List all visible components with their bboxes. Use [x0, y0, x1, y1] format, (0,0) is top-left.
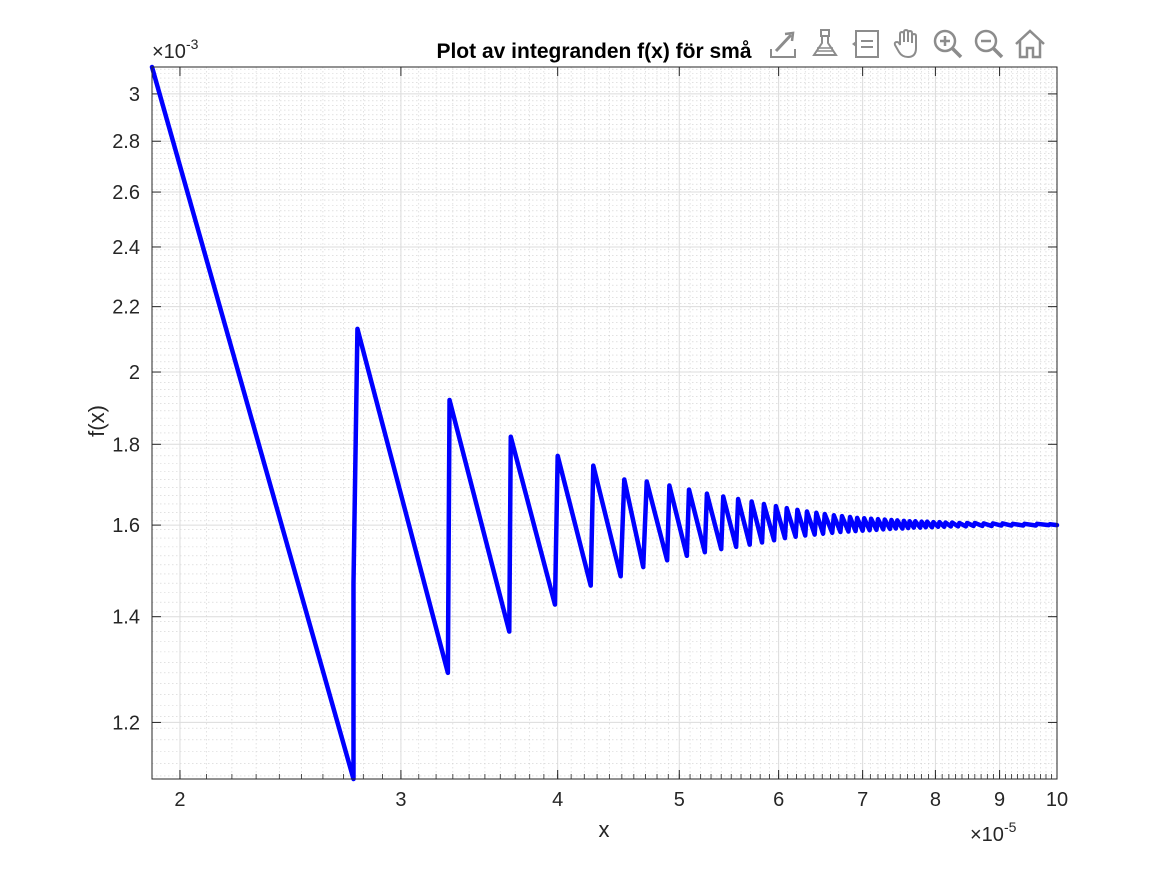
y-tick-label: 2.8 — [112, 131, 140, 153]
x-tick-label: 8 — [930, 789, 941, 811]
zoom-out-icon — [974, 29, 1003, 59]
plot-area[interactable] — [152, 67, 1057, 779]
y-tick-label: 1.6 — [112, 515, 140, 537]
chart-title: Plot av integranden f(x) för små — [436, 40, 751, 63]
x-tick-label: 6 — [773, 789, 784, 811]
brush-button[interactable] — [805, 24, 844, 64]
y-tick-label: 2.4 — [112, 237, 140, 259]
major-grid — [152, 67, 1057, 779]
export-icon — [769, 31, 796, 58]
data-tips-button[interactable] — [846, 24, 885, 64]
y-tick-label: 2.6 — [112, 182, 140, 204]
plot-frame — [151, 66, 1058, 780]
y-tick-labels: 1.2 1.4 1.6 1.8 2 2.2 2.4 2.6 2.8 3 — [112, 84, 140, 735]
y-tick-label: 2.2 — [112, 297, 140, 319]
x-tick-label: 2 — [174, 789, 185, 811]
x-tick-label: 3 — [395, 789, 406, 811]
pan-button[interactable] — [887, 24, 926, 64]
series-line — [149, 64, 1060, 782]
brush-icon — [811, 29, 838, 56]
x-tick-label: 10 — [1046, 789, 1068, 811]
y-tick-label: 1.8 — [112, 434, 140, 456]
home-icon — [1014, 29, 1045, 59]
axes-toolbar — [764, 24, 1049, 64]
x-tick-label: 9 — [994, 789, 1005, 811]
y-axis-label: f(x) — [84, 405, 109, 437]
y-tick-label: 3 — [129, 84, 140, 106]
series-layer — [149, 64, 1060, 782]
hand-icon — [893, 28, 917, 59]
y-tick-label: 2 — [129, 362, 140, 384]
zoom-in-button[interactable] — [928, 24, 967, 64]
datatip-icon — [851, 30, 879, 58]
minor-grid — [152, 67, 1057, 779]
axis-ticks — [152, 67, 1058, 779]
x-axis-multiplier: ×10-5 — [970, 819, 1017, 846]
x-tick-labels: 2 3 4 5 6 7 8 9 10 — [174, 789, 1068, 811]
x-tick-label: 4 — [552, 789, 563, 811]
x-axis-label: x — [599, 817, 610, 842]
plot-axes: 2 3 4 5 6 7 8 9 10 1.2 1.4 1.6 1.8 2 2.2 2.4 2.6 2.8 3 — [112, 64, 1068, 811]
zoom-in-icon — [933, 29, 962, 59]
x-tick-label: 7 — [857, 789, 868, 811]
restore-view-button[interactable] — [1010, 24, 1049, 64]
y-axis-multiplier: ×10-3 — [152, 36, 199, 63]
export-button[interactable] — [764, 24, 803, 64]
x-tick-label: 5 — [674, 789, 685, 811]
y-tick-label: 1.4 — [112, 607, 140, 629]
y-tick-label: 1.2 — [112, 712, 140, 734]
zoom-out-button[interactable] — [969, 24, 1008, 64]
